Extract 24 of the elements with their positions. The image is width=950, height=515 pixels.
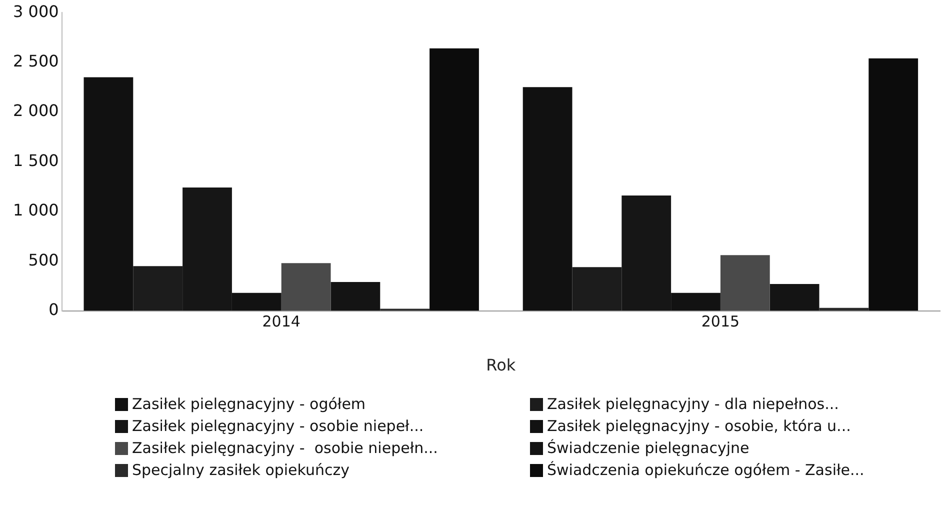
legend-label: Zasiłek pielęgnacyjny - dla niepełnos... xyxy=(547,395,839,413)
legend-label: Zasiłek pielęgnacyjny - osobie niepełn... xyxy=(132,439,438,457)
legend-label: Zasiłek pielęgnacyjny - ogółem xyxy=(132,395,366,413)
bar xyxy=(430,48,479,311)
bar xyxy=(720,255,770,311)
legend-label: Zasiłek pielęgnacyjny - osobie, która u... xyxy=(547,417,851,435)
y-tick-label: 1 500 xyxy=(12,150,59,170)
y-tick-label: 1 000 xyxy=(12,200,59,220)
legend-label: Specjalny zasiłek opiekuńczy xyxy=(132,461,350,479)
y-tick-label: 3 000 xyxy=(12,2,59,21)
legend-label: Świadczenia opiekuńcze ogółem - Zasiłe... xyxy=(547,461,864,479)
bar xyxy=(330,282,380,311)
y-tick-label: 2 000 xyxy=(12,101,59,120)
x-tick-label: 2014 xyxy=(262,312,300,331)
bar xyxy=(281,263,331,311)
y-tick-label: 0 xyxy=(48,300,59,319)
bar xyxy=(770,284,820,311)
bar xyxy=(868,58,918,311)
y-tick-label: 2 500 xyxy=(12,51,59,70)
x-tick-label: 2015 xyxy=(701,312,740,331)
x-axis-title: Rok xyxy=(486,356,516,375)
legend-label: Świadczenie pielęgnacyjne xyxy=(547,439,750,457)
legend-label: Zasiłek pielęgnacyjny - osobie niepeł... xyxy=(132,417,424,435)
y-tick-label: 500 xyxy=(28,250,59,270)
